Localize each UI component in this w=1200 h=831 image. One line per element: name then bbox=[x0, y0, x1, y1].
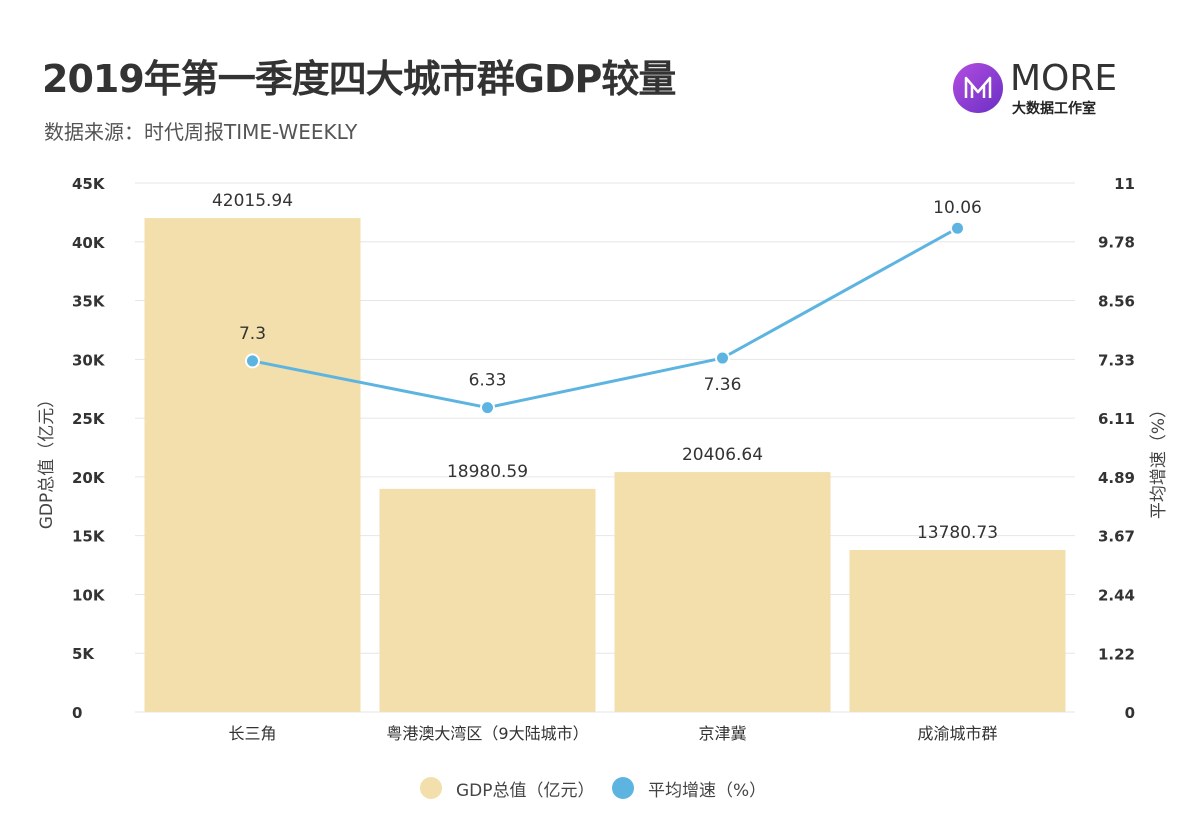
growth-point bbox=[245, 353, 260, 369]
legend-label-gdp: GDP总值（亿元） bbox=[456, 780, 595, 801]
more-logo: MORE 大数据工作室 bbox=[952, 58, 1132, 122]
legend-label-growth: 平均增速（%） bbox=[648, 780, 767, 801]
bar-value-label: 42015.94 bbox=[212, 191, 293, 211]
y-left-tick-label: 40K bbox=[72, 234, 106, 252]
y-right-tick-label: 8.56 bbox=[1098, 292, 1135, 310]
bar bbox=[379, 488, 596, 712]
x-tick-label: 京津冀 bbox=[698, 724, 746, 743]
y-right-tick-label: 6.11 bbox=[1098, 410, 1135, 428]
growth-value-label: 10.06 bbox=[933, 198, 982, 218]
y-right-tick-label: 4.89 bbox=[1098, 469, 1135, 487]
y-left-tick-label: 35K bbox=[72, 293, 106, 311]
growth-value-label: 7.36 bbox=[704, 375, 742, 395]
y-left-axis-title: GDP总值（亿元） bbox=[37, 391, 57, 530]
chart-title: 2019年第一季度四大城市群GDP较量 bbox=[42, 57, 676, 101]
bar-value-label: 13780.73 bbox=[917, 523, 998, 543]
legend-swatch-gdp bbox=[420, 777, 442, 799]
bar bbox=[614, 472, 831, 712]
bar bbox=[849, 549, 1066, 712]
y-left-tick-label: 5K bbox=[72, 645, 95, 663]
logo-subtext: 大数据工作室 bbox=[1012, 101, 1096, 117]
chart-subtitle: 数据来源：时代周报TIME-WEEKLY bbox=[44, 120, 358, 144]
x-tick-label: 成渝城市群 bbox=[917, 724, 997, 743]
growth-line bbox=[252, 226, 959, 410]
y-right-tick-label: 11 bbox=[1114, 175, 1135, 193]
y-left-tick-label: 0 bbox=[72, 704, 82, 722]
legend-item-growth[interactable]: 平均增速（%） bbox=[612, 774, 766, 802]
bar-value-label: 20406.64 bbox=[682, 445, 763, 465]
y-right-tick-label: 2.44 bbox=[1098, 587, 1135, 605]
y-left-tick-label: 25K bbox=[72, 410, 106, 428]
y-left-tick-label: 45K bbox=[72, 175, 106, 193]
chart-legend: GDP总值（亿元） 平均增速（%） bbox=[0, 774, 1200, 802]
y-right-tick-label: 9.78 bbox=[1098, 234, 1135, 252]
logo-text: MORE bbox=[1010, 58, 1118, 99]
growth-point bbox=[715, 350, 730, 366]
legend-swatch-growth bbox=[612, 777, 634, 799]
more-logo-icon bbox=[953, 63, 1003, 113]
bar bbox=[144, 218, 361, 712]
growth-value-label: 7.3 bbox=[239, 324, 266, 344]
bar-value-label: 18980.59 bbox=[447, 462, 528, 482]
y-left-tick-label: 15K bbox=[72, 528, 106, 546]
x-tick-label: 粤港澳大湾区（9大陆城市） bbox=[386, 724, 588, 743]
growth-value-label: 6.33 bbox=[469, 371, 507, 391]
legend-item-gdp[interactable]: GDP总值（亿元） bbox=[420, 774, 595, 802]
y-right-tick-label: 0 bbox=[1125, 704, 1135, 722]
y-right-tick-label: 3.67 bbox=[1098, 528, 1135, 546]
x-tick-label: 长三角 bbox=[228, 724, 276, 743]
y-right-axis-title: 平均增速（%） bbox=[1149, 401, 1169, 519]
growth-point bbox=[480, 400, 495, 416]
y-left-tick-label: 30K bbox=[72, 351, 106, 369]
y-right-tick-label: 1.22 bbox=[1098, 645, 1135, 663]
y-left-tick-label: 20K bbox=[72, 469, 106, 487]
y-left-tick-label: 10K bbox=[72, 586, 106, 604]
y-right-tick-label: 7.33 bbox=[1098, 351, 1135, 369]
growth-point bbox=[950, 220, 965, 236]
